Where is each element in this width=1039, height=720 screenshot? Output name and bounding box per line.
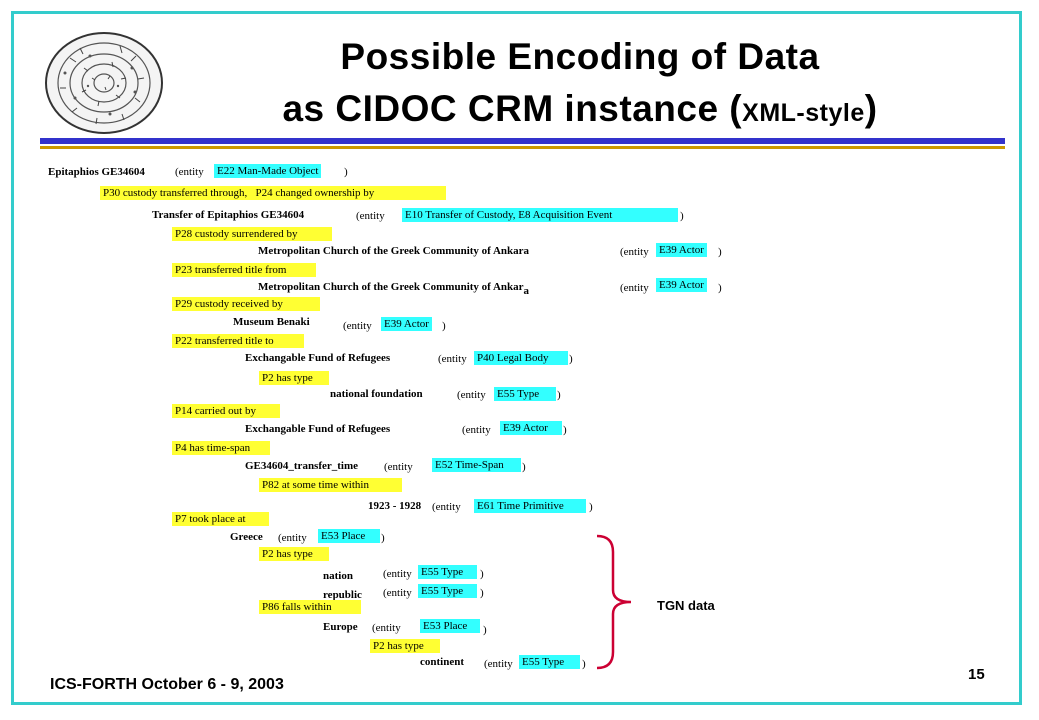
nation-label: nation — [323, 570, 353, 582]
close-paren: ) — [582, 658, 586, 670]
epitaphios-label: Epitaphios GE34604 — [48, 166, 145, 178]
entity-open: (entity — [372, 622, 401, 634]
slide-title-line1: Possible Encoding of Data — [340, 36, 820, 77]
class-e61: E61 Time Primitive — [474, 499, 586, 513]
class-e53: E53 Place — [318, 529, 380, 543]
metropolitan-label-2: Metropolitan Church of the Greek Communi… — [258, 281, 530, 297]
transfer-label: Transfer of Epitaphios GE34604 — [152, 209, 305, 221]
class-e39: E39 Actor — [656, 278, 707, 292]
metropolitan-label-1: Metropolitan Church of the Greek Communi… — [258, 245, 530, 257]
close-paren: ) — [480, 587, 484, 599]
close-paren: ) — [522, 461, 526, 473]
tgn-brace — [596, 534, 632, 670]
class-e55: E55 Type — [519, 655, 580, 669]
phaistos-disc-logo — [45, 32, 163, 134]
entity-open: (entity — [457, 389, 486, 401]
museum-benaki-label: Museum Benaki — [233, 316, 310, 328]
property-p82: P82 at some time within — [259, 478, 402, 492]
property-p4: P4 has time-span — [172, 441, 270, 455]
property-p2: P2 has type — [259, 371, 329, 385]
class-e55: E55 Type — [418, 584, 477, 598]
years-label: 1923 - 1928 — [368, 500, 422, 512]
continent-label: continent — [420, 656, 464, 668]
class-e22: E22 Man-Made Object — [214, 164, 322, 178]
close-paren: ) — [557, 389, 561, 401]
property-p2: P2 has type — [370, 639, 440, 653]
close-paren: ) — [563, 424, 567, 436]
property-p23: P23 transferred title from — [172, 263, 316, 277]
entity-open: (entity — [384, 461, 413, 473]
close-paren: ) — [569, 353, 573, 365]
fund-label-1: Exchangable Fund of Refugees — [245, 352, 391, 364]
close-paren: ) — [589, 501, 593, 513]
property-p28: P28 custody surrendered by — [172, 227, 332, 241]
close-paren: ) — [718, 282, 722, 294]
republic-label: republic — [323, 589, 362, 601]
class-e55: E55 Type — [494, 387, 556, 401]
close-paren: ) — [344, 166, 348, 178]
entity-open: (entity — [383, 587, 412, 599]
slide-title-line2: as CIDOC CRM instance (XML-style) — [282, 88, 878, 129]
close-paren: ) — [483, 624, 487, 636]
property-p30-p24: P30 custody transferred through, P24 cha… — [100, 186, 446, 200]
class-e52: E52 Time-Span — [432, 458, 521, 472]
close-paren: ) — [442, 320, 446, 332]
close-paren: ) — [718, 246, 722, 258]
title-rule-gold — [40, 146, 1005, 149]
property-p86: P86 falls within — [259, 600, 361, 614]
timespan-label: GE34604_transfer_time — [245, 460, 359, 472]
entity-open: (entity — [432, 501, 461, 513]
class-e55: E55 Type — [418, 565, 477, 579]
property-p2: P2 has type — [259, 547, 329, 561]
class-e10-e8: E10 Transfer of Custody, E8 Acquisition … — [402, 208, 678, 222]
entity-open: (entity — [438, 353, 467, 365]
class-p40: P40 Legal Body — [474, 351, 568, 365]
entity-open: (entity — [462, 424, 491, 436]
property-p29: P29 custody received by — [172, 297, 320, 311]
property-p22: P22 transferred title to — [172, 334, 304, 348]
slide-frame — [11, 11, 1022, 705]
entity-open: (entity — [175, 166, 204, 178]
close-paren: ) — [480, 568, 484, 580]
entity-open: (entity — [278, 532, 307, 544]
property-p14: P14 carried out by — [172, 404, 280, 418]
class-e39: E39 Actor — [381, 317, 432, 331]
footer-text: ICS-FORTH October 6 - 9, 2003 — [50, 676, 284, 693]
entity-open: (entity — [620, 246, 649, 258]
entity-open: (entity — [484, 658, 513, 670]
fund-label-2: Exchangable Fund of Refugees — [245, 423, 391, 435]
page-number: 15 — [968, 666, 985, 683]
entity-open: (entity — [343, 320, 372, 332]
class-e53: E53 Place — [420, 619, 480, 633]
europe-label: Europe — [323, 621, 358, 633]
property-p7: P7 took place at — [172, 512, 269, 526]
national-foundation-label: national foundation — [330, 388, 423, 400]
close-paren: ) — [381, 532, 385, 544]
tgn-data-label: TGN data — [657, 598, 715, 613]
entity-open: (entity — [383, 568, 412, 580]
title-rule-blue — [40, 138, 1005, 144]
close-paren: ) — [680, 210, 684, 222]
greece-label: Greece — [230, 531, 263, 543]
entity-open: (entity — [620, 282, 649, 294]
class-e39: E39 Actor — [500, 421, 562, 435]
class-e39: E39 Actor — [656, 243, 707, 257]
entity-open: (entity — [356, 210, 385, 222]
